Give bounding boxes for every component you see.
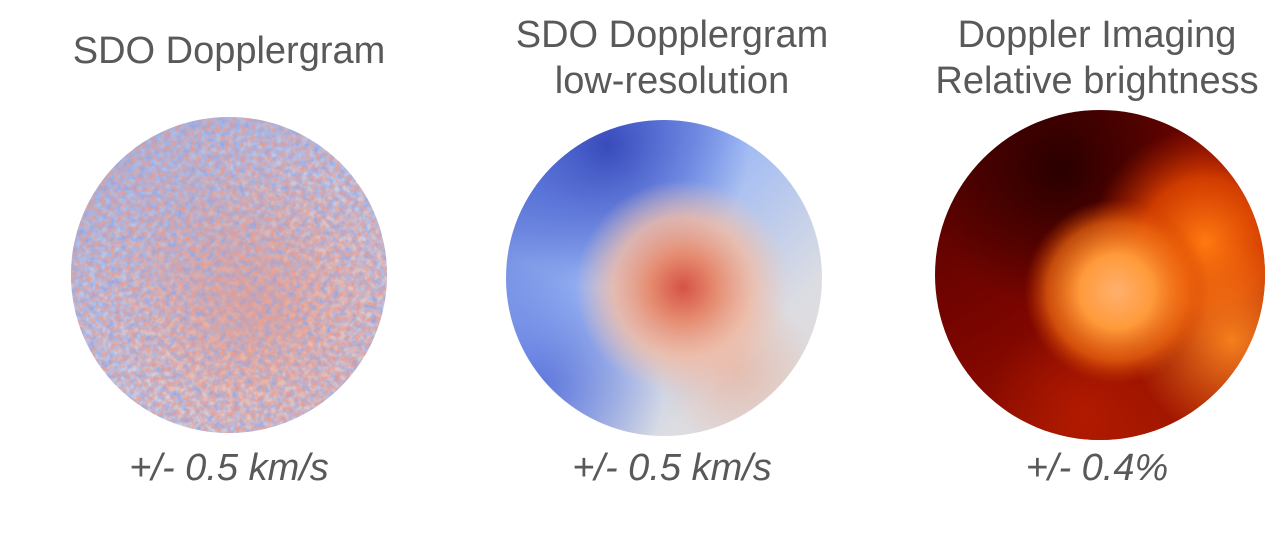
low-res-dopplergram-disk-image <box>506 120 822 436</box>
velocity-scale-label: +/- 0.5 km/s <box>572 447 772 489</box>
panel-title-line-2: low-resolution <box>554 60 790 102</box>
panel-sdo-dopplergram: SDO Dopplergram <box>48 0 410 545</box>
panel-title: Doppler Imaging Relative brightness <box>912 12 1282 104</box>
brightness-scale-label: +/- 0.4% <box>1025 447 1169 489</box>
panel-title-line-1: Doppler Imaging <box>957 14 1237 56</box>
panel-title: SDO Dopplergram low-resolution <box>486 12 858 104</box>
brightness-disk-image <box>935 110 1265 440</box>
panel-title: SDO Dopplergram <box>48 28 410 74</box>
panel-title-line-1: SDO Dopplergram <box>515 14 829 56</box>
panel-title-line-2: Relative brightness <box>935 60 1259 102</box>
panel-title-line-1: SDO Dopplergram <box>72 30 386 72</box>
panel-doppler-imaging: Doppler Imaging Relative brightness <box>912 0 1282 545</box>
velocity-scale-label: +/- 0.5 km/s <box>129 447 329 489</box>
panel-sdo-dopplergram-low-res: SDO Dopplergram low-resolution <box>486 0 858 545</box>
dopplergram-disk-image <box>71 117 387 433</box>
